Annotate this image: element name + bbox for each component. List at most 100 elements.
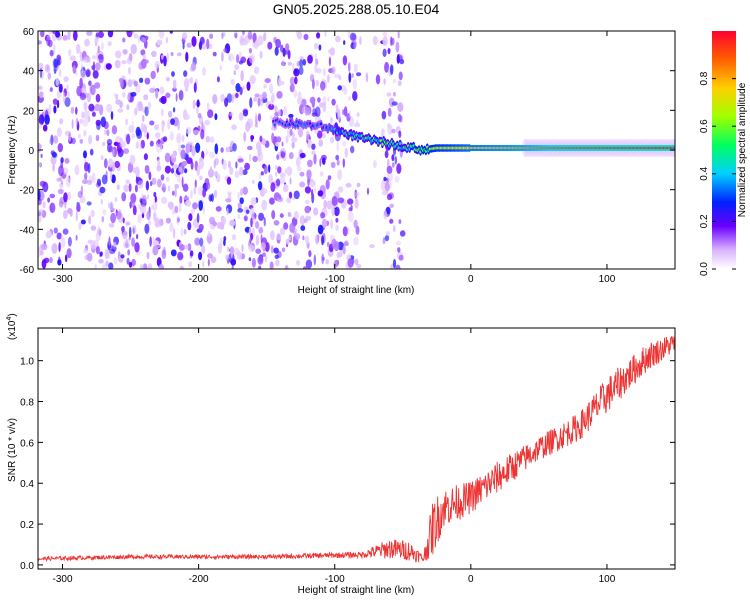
noise-speck (101, 174, 108, 185)
noise-speck (111, 125, 118, 135)
noise-speck (63, 192, 68, 203)
noise-speck (207, 109, 214, 118)
noise-speck (284, 50, 288, 55)
noise-speck (268, 103, 275, 110)
noise-speck (213, 160, 216, 169)
noise-speck (345, 183, 352, 188)
noise-speck (237, 214, 240, 220)
x-tick-label: 0 (468, 574, 474, 585)
snr-xlabel: Height of straight line (km) (298, 585, 415, 596)
noise-speck (331, 238, 337, 249)
trace-cell (273, 123, 276, 127)
noise-speck (38, 215, 42, 223)
noise-speck (308, 250, 312, 258)
noise-speck (223, 236, 227, 242)
noise-speck (321, 235, 325, 246)
noise-speck (242, 31, 245, 36)
noise-speck (289, 177, 292, 185)
noise-speck (149, 140, 154, 147)
noise-speck (137, 35, 141, 44)
noise-speck (365, 72, 369, 83)
noise-speck (162, 136, 168, 143)
noise-speck (235, 92, 239, 98)
trace-cell (398, 141, 402, 146)
noise-speck (347, 211, 354, 223)
noise-speck (215, 206, 222, 212)
x-tick-label: 100 (599, 274, 616, 285)
noise-speck (199, 157, 204, 162)
noise-speck (85, 69, 91, 78)
noise-speck (88, 103, 95, 112)
noise-speck (221, 32, 224, 40)
noise-speck (38, 189, 41, 201)
noise-speck (253, 96, 258, 102)
noise-speck (49, 193, 56, 199)
noise-speck (293, 68, 298, 74)
noise-speck (257, 97, 261, 107)
noise-speck (141, 37, 146, 43)
noise-speck (191, 36, 197, 47)
noise-speck (79, 92, 87, 101)
noise-speck (330, 136, 335, 144)
noise-speck (41, 243, 48, 251)
noise-speck (387, 123, 391, 129)
noise-speck (381, 128, 385, 138)
noise-speck (263, 84, 267, 89)
noise-speck (185, 126, 192, 135)
noise-speck (142, 194, 147, 204)
noise-speck (160, 174, 165, 181)
noise-speck (315, 58, 319, 66)
noise-speck (231, 124, 237, 131)
noise-speck (202, 206, 205, 215)
noise-speck (383, 176, 387, 182)
noise-speck (209, 166, 213, 174)
noise-speck (395, 264, 401, 269)
noise-speck (343, 106, 348, 117)
noise-speck (165, 36, 169, 44)
noise-speck (194, 179, 197, 188)
noise-speck (100, 154, 104, 161)
noise-speck (157, 244, 161, 249)
noise-speck (81, 179, 89, 185)
noise-speck (269, 197, 275, 205)
noise-speck (53, 58, 59, 69)
snr-axes: -300 -200 -100 0 100 0.0 0.2 0.4 0.6 0.8 1.0 (20, 328, 675, 585)
noise-speck (315, 234, 319, 245)
noise-speck (147, 101, 152, 110)
noise-speck (392, 78, 396, 84)
noise-speck (239, 86, 243, 96)
noise-speck (342, 140, 347, 147)
noise-speck (53, 227, 58, 234)
noise-speck (249, 97, 253, 109)
noise-speck (183, 244, 189, 250)
noise-speck (353, 39, 357, 50)
noise-speck (105, 63, 112, 70)
noise-speck (108, 223, 115, 228)
noise-speck (238, 112, 244, 121)
noise-speck (102, 209, 107, 216)
noise-speck (189, 77, 194, 84)
noise-speck (126, 31, 133, 38)
noise-speck (387, 107, 392, 117)
noise-speck (183, 168, 188, 174)
noise-speck (320, 171, 324, 177)
noise-speck (250, 197, 257, 206)
noise-speck (397, 247, 401, 253)
noise-speck (177, 52, 182, 57)
noise-speck (320, 212, 326, 219)
noise-speck (304, 205, 311, 214)
y-tick-label: 60 (23, 27, 35, 38)
noise-speck (382, 190, 389, 196)
noise-speck (234, 170, 240, 179)
noise-speck (250, 217, 253, 228)
noise-speck (137, 180, 144, 189)
noise-speck (258, 227, 264, 234)
noise-speck (51, 243, 58, 254)
noise-speck (156, 39, 163, 46)
noise-speck (179, 265, 184, 269)
noise-speck (196, 165, 200, 177)
noise-speck (186, 157, 193, 165)
noise-speck (382, 36, 388, 47)
noise-speck (236, 54, 240, 64)
noise-speck (314, 42, 318, 50)
